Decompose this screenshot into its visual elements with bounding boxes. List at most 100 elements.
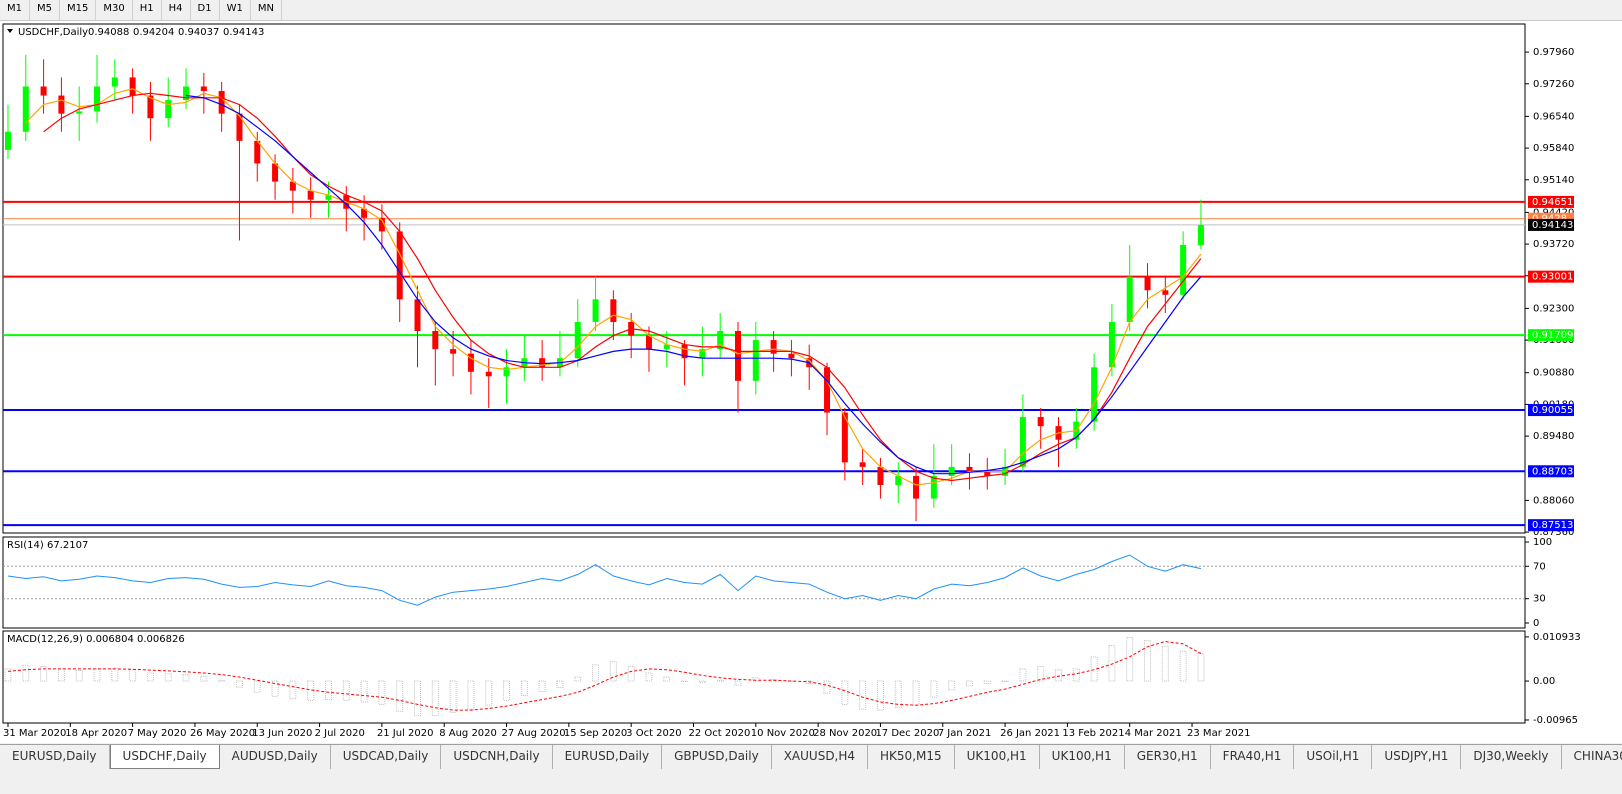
chart-tab[interactable]: FRA40,H1 <box>1211 745 1295 769</box>
candle-body <box>966 466 973 472</box>
rsi-label: RSI(14) 67.2107 <box>7 540 88 551</box>
chart-tab[interactable]: USDCAD,Daily <box>331 745 442 769</box>
x-tick-label: 13 Jun 2020 <box>252 728 312 739</box>
x-tick-label: 7 May 2020 <box>128 728 187 739</box>
x-tick-label: 13 Feb 2021 <box>1062 728 1124 739</box>
x-tick-label: 4 Mar 2021 <box>1125 728 1182 739</box>
level-label-box <box>1528 519 1574 532</box>
candle-body <box>699 349 706 359</box>
macd-bar <box>1001 680 1009 683</box>
y-tick-label: 30 <box>1533 594 1546 605</box>
candle-body <box>1037 417 1044 427</box>
level-label: 0.91709 <box>1532 330 1573 341</box>
chart-tab[interactable]: AUDUSD,Daily <box>220 745 331 769</box>
current-price-box <box>1528 218 1574 231</box>
level-label: 0.94651 <box>1532 197 1573 208</box>
candle-body <box>467 353 474 372</box>
candle-body <box>663 344 670 350</box>
macd-bar <box>716 679 724 682</box>
candle-body <box>76 111 83 114</box>
macd-bar <box>859 680 867 710</box>
candle-body <box>325 195 332 200</box>
y-tick-label: 0.93720 <box>1533 239 1574 250</box>
y-tick-label: 0.95840 <box>1533 143 1574 154</box>
chart-tab[interactable]: XAUUSD,H4 <box>772 745 869 769</box>
timeframe-button[interactable]: H1 <box>133 0 162 20</box>
chart-tab[interactable]: CHINA300,H1 <box>1562 745 1622 769</box>
level-label-box <box>1528 465 1574 478</box>
chart-tab[interactable]: USDCHF,Daily <box>109 745 220 769</box>
macd-bar <box>235 680 243 688</box>
macd-bar <box>164 673 172 682</box>
candle-body <box>94 86 101 112</box>
chart-tab[interactable]: UK100,H1 <box>955 745 1040 769</box>
macd-bar <box>1055 669 1063 682</box>
macd-bar <box>307 680 315 701</box>
macd-bar <box>698 680 706 684</box>
y-tick-label: 0 <box>1533 618 1539 629</box>
chart-tab[interactable]: GER30,H1 <box>1125 745 1211 769</box>
macd-bar <box>289 680 297 700</box>
macd-bar <box>1037 666 1045 682</box>
timeframe-button[interactable]: D1 <box>191 0 220 20</box>
x-tick-label: 31 Mar 2020 <box>3 728 66 739</box>
macd-bar <box>218 679 226 682</box>
chart-tab[interactable]: HK50,M15 <box>868 745 955 769</box>
macd-bar <box>253 680 261 693</box>
macd-bar <box>912 680 920 706</box>
candle-body <box>913 475 920 499</box>
ohlc-value: 0.94088 <box>88 27 129 38</box>
macd-bar <box>520 680 528 697</box>
level-label: 0.93001 <box>1532 272 1573 283</box>
macd-bar <box>360 680 368 703</box>
timeframe-button[interactable]: M1 <box>0 0 30 20</box>
y-tick-label: 0.96540 <box>1533 111 1574 122</box>
timeframe-button[interactable]: M15 <box>60 0 97 20</box>
macd-bar <box>734 680 742 686</box>
chart-tab[interactable]: GBPUSD,Daily <box>662 745 772 769</box>
macd-bar <box>40 666 48 682</box>
candle-body <box>165 100 172 119</box>
candle-body <box>183 86 190 101</box>
rsi-line <box>7 554 1202 606</box>
candle-body <box>200 86 207 92</box>
ohlc-value: 0.94143 <box>223 27 264 38</box>
level-label-box <box>1528 195 1574 208</box>
candle-body <box>877 466 884 485</box>
y-tick-label: -0.00965 <box>1533 715 1578 726</box>
y-tick-label: 0.87360 <box>1533 527 1574 538</box>
timeframe-button[interactable]: MN <box>251 0 282 20</box>
x-tick-label: 18 Apr 2020 <box>65 728 127 739</box>
macd-bar <box>805 680 813 684</box>
candle-body <box>307 190 314 200</box>
chart-tab[interactable]: UK100,H1 <box>1040 745 1125 769</box>
rsi-panel <box>2 536 1526 629</box>
chart-tab[interactable]: EURUSD,Daily <box>0 745 110 769</box>
timeframe-button[interactable]: M30 <box>96 0 133 20</box>
candle-body <box>681 344 688 359</box>
macd-bar <box>182 674 190 682</box>
x-tick-label: 27 Aug 2020 <box>502 728 566 739</box>
chart-tab[interactable]: EURUSD,Daily <box>553 745 663 769</box>
chart-tab[interactable]: USDCNH,Daily <box>441 745 553 769</box>
timeframe-button[interactable]: W1 <box>220 0 251 20</box>
macd-bar <box>485 680 493 706</box>
chart-tab[interactable]: DJ30,Weekly <box>1461 745 1562 769</box>
y-tick-label: 70 <box>1533 561 1546 572</box>
timeframe-button[interactable]: M5 <box>30 0 60 20</box>
ohlc-value: 0.94037 <box>178 27 219 38</box>
candle-body <box>129 77 136 96</box>
macd-bar <box>75 670 83 682</box>
chart-tab[interactable]: USOil,H1 <box>1294 745 1373 769</box>
macd-bar <box>378 680 386 705</box>
candle-body <box>40 86 47 96</box>
macd-bar <box>22 665 30 682</box>
macd-bar <box>930 680 938 698</box>
candle-body <box>378 217 385 232</box>
chart-title: USDCHF,Daily <box>18 27 88 38</box>
candle-body <box>841 412 848 463</box>
timeframe-button[interactable]: H4 <box>162 0 191 20</box>
macd-bar <box>111 667 119 682</box>
x-tick-label: 28 Nov 2020 <box>813 728 877 739</box>
chart-tab[interactable]: USDJPY,H1 <box>1372 745 1462 769</box>
